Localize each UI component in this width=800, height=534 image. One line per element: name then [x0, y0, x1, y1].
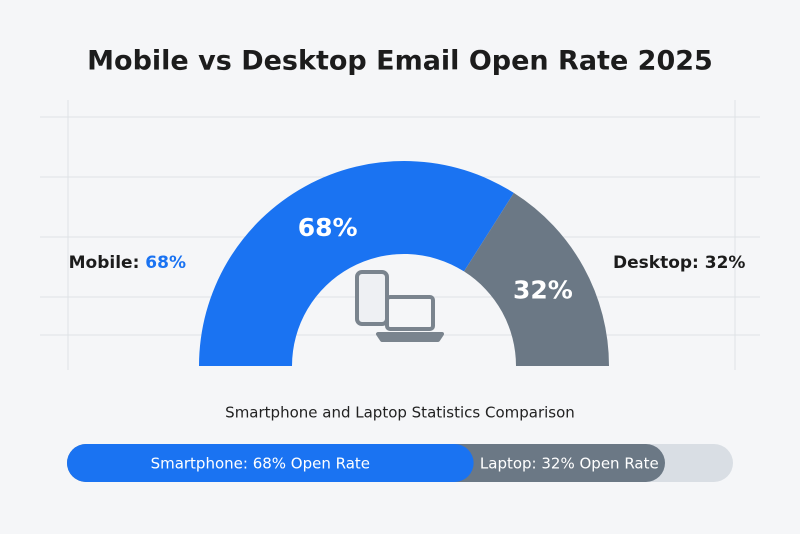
bar-segment — [67, 444, 474, 482]
comparison-bar: Smartphone: 68% Open Rate Laptop: 32% Ope… — [67, 444, 733, 482]
bar-label: Smartphone: 68% Open Rate — [151, 455, 370, 473]
side-label-name: Mobile: — [69, 253, 140, 273]
device-icon — [355, 270, 444, 342]
chart-title: Mobile vs Desktop Email Open Rate 2025 — [87, 46, 713, 77]
arc-segment — [199, 161, 514, 366]
arc-value-label: 32% — [513, 276, 573, 305]
semi-donut: 68% 32% Mobile: 68% Desktop: 32% — [69, 161, 745, 366]
subtitle: Smartphone and Laptop Statistics Compari… — [225, 404, 575, 422]
arc-value-label: 68% — [298, 213, 358, 242]
side-label-value: 68% — [145, 253, 186, 273]
side-label: Mobile: 68% — [69, 253, 186, 273]
bar-label: Laptop: 32% Open Rate — [480, 455, 659, 473]
side-label-value: 32% — [705, 253, 746, 273]
side-label: Desktop: 32% — [613, 253, 745, 273]
arc-segment — [464, 192, 609, 366]
side-label-name: Desktop: — [613, 253, 699, 273]
